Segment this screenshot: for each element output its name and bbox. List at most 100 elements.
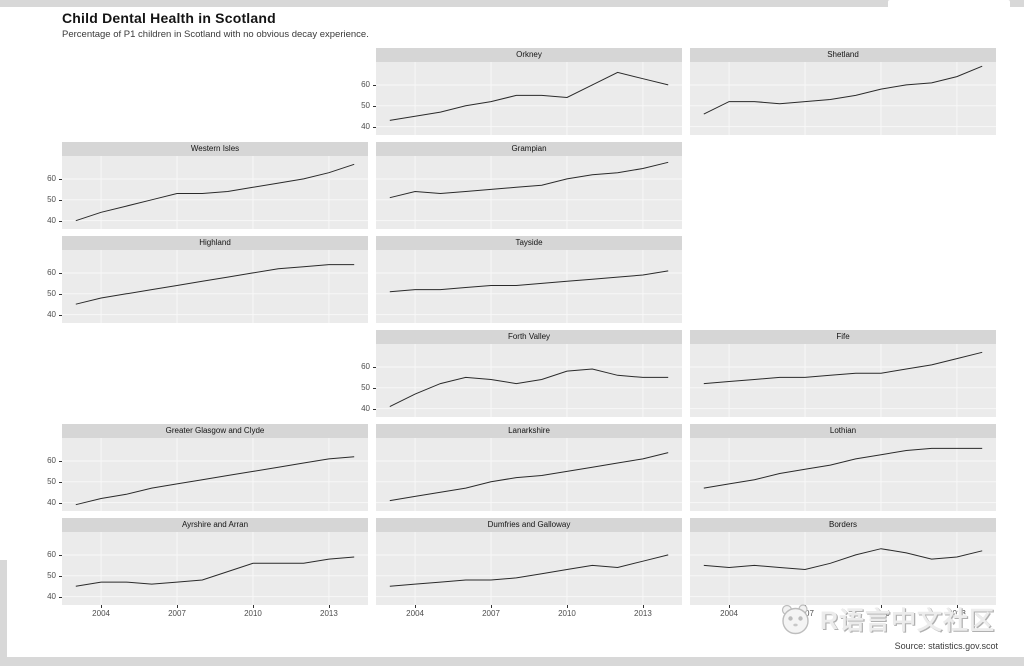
x-axis-tick-label: 2013 (948, 609, 966, 618)
trend-line (389, 71, 669, 121)
x-axis-tick (415, 605, 417, 608)
y-axis-tick-label: 60 (47, 456, 56, 466)
x-axis-tick-label: 2013 (634, 609, 652, 618)
y-axis-tick (373, 105, 376, 107)
y-axis-tick (59, 314, 62, 316)
x-axis-tick-label: 2010 (244, 609, 262, 618)
y-axis-tick-label: 40 (47, 216, 56, 226)
facet-panel-ayrshire-and-arran: Ayrshire and Arran 60 50 40 2004 2007 2010 2013 (47, 518, 368, 618)
page-edge-top (0, 0, 1024, 7)
facet-panel-highland: Highland 60 50 40 (47, 236, 368, 323)
panel-plot (376, 156, 682, 229)
trend-line (389, 554, 669, 587)
y-axis-tick (59, 293, 62, 295)
x-axis-tick-label: 2004 (406, 609, 424, 618)
x-axis-tick-label: 2007 (168, 609, 186, 618)
facet-strip-label: Borders (690, 518, 996, 532)
panel-plot (62, 156, 368, 229)
y-axis-tick-label: 50 (361, 101, 370, 111)
y-axis-tick (59, 575, 62, 577)
facet-strip-label: Greater Glasgow and Clyde (62, 424, 368, 438)
panel-plot (376, 532, 682, 605)
facet-panel-tayside: Tayside (376, 236, 682, 323)
y-axis-tick (373, 126, 376, 128)
y-axis-tick-label: 50 (47, 571, 56, 581)
panel-plot (376, 250, 682, 323)
facet-panel-borders: Borders 2004 2007 2010 2013 (690, 518, 996, 618)
y-axis-tick-label: 50 (47, 289, 56, 299)
chart-subtitle: Percentage of P1 children in Scotland wi… (62, 29, 369, 40)
trend-line (389, 161, 669, 199)
y-axis-tick (59, 220, 62, 222)
facet-panel-fife: Fife (690, 330, 996, 417)
y-axis-tick (373, 387, 376, 389)
y-axis-tick-label: 50 (47, 195, 56, 205)
y-axis-tick-label: 60 (361, 80, 370, 90)
page-edge-notch (888, 0, 1010, 9)
x-axis-tick-label: 2010 (872, 609, 890, 618)
x-axis-tick (566, 605, 568, 608)
x-axis-tick-label: 2004 (720, 609, 738, 618)
y-axis-tick (59, 272, 62, 274)
panel-plot (62, 532, 368, 605)
x-axis-tick (252, 605, 254, 608)
facet-strip-label: Forth Valley (376, 330, 682, 344)
panel-plot (690, 344, 996, 417)
y-axis-tick (373, 366, 376, 368)
panel-plot (376, 438, 682, 511)
trend-line (703, 447, 983, 489)
y-axis-tick-label: 60 (361, 362, 370, 372)
panel-plot (62, 250, 368, 323)
x-axis-tick-label: 2013 (320, 609, 338, 618)
x-axis-tick (642, 605, 644, 608)
y-axis-tick-label: 40 (47, 310, 56, 320)
facet-strip-label: Ayrshire and Arran (62, 518, 368, 532)
x-axis-tick (805, 605, 807, 608)
y-axis-tick (59, 178, 62, 180)
trend-line (75, 456, 355, 506)
trend-line (703, 548, 983, 571)
x-axis-tick (880, 605, 882, 608)
facet-panel-orkney: Orkney 60 50 40 (361, 48, 682, 135)
trend-line (75, 556, 355, 587)
y-axis-tick (59, 554, 62, 556)
facet-panel-dumfries-and-galloway: Dumfries and Galloway 2004 2007 2010 2013 (376, 518, 682, 618)
page-edge-left (0, 560, 7, 666)
panel-plot (690, 438, 996, 511)
y-axis-tick (59, 460, 62, 462)
facet-panel-forth-valley: Forth Valley 60 50 40 (361, 330, 682, 417)
facet-strip-label: Shetland (690, 48, 996, 62)
x-axis-tick (177, 605, 179, 608)
facet-strip-label: Orkney (376, 48, 682, 62)
panel-plot (62, 438, 368, 511)
y-axis-tick-label: 60 (47, 550, 56, 560)
x-axis-tick (956, 605, 958, 608)
facet-strip-label: Western Isles (62, 142, 368, 156)
y-axis-tick-label: 60 (47, 268, 56, 278)
y-axis-tick-label: 40 (47, 592, 56, 602)
facet-panel-lothian: Lothian (690, 424, 996, 511)
y-axis-tick-label: 40 (361, 122, 370, 132)
facet-panel-lanarkshire: Lanarkshire (376, 424, 682, 511)
x-axis-tick (491, 605, 493, 608)
y-axis-tick (59, 199, 62, 201)
facet-panel-grampian: Grampian (376, 142, 682, 229)
panel-plot (690, 532, 996, 605)
facet-strip-label: Lanarkshire (376, 424, 682, 438)
facet-strip-label: Highland (62, 236, 368, 250)
x-axis-tick (328, 605, 330, 608)
facet-strip-label: Dumfries and Galloway (376, 518, 682, 532)
facet-panel-greater-glasgow-and-clyde: Greater Glasgow and Clyde 60 50 40 (47, 424, 368, 511)
chart-caption: Source: statistics.gov.scot (894, 641, 998, 651)
facet-panel-shetland: Shetland (690, 48, 996, 135)
trend-line (389, 452, 669, 502)
panel-plot (690, 62, 996, 135)
facet-panel-western-isles: Western Isles 60 50 40 (47, 142, 368, 229)
x-axis-tick (101, 605, 103, 608)
chart-title: Child Dental Health in Scotland (62, 10, 276, 26)
trend-line (703, 351, 983, 385)
y-axis-tick-label: 50 (361, 383, 370, 393)
facet-strip-label: Grampian (376, 142, 682, 156)
trend-line (389, 368, 669, 408)
